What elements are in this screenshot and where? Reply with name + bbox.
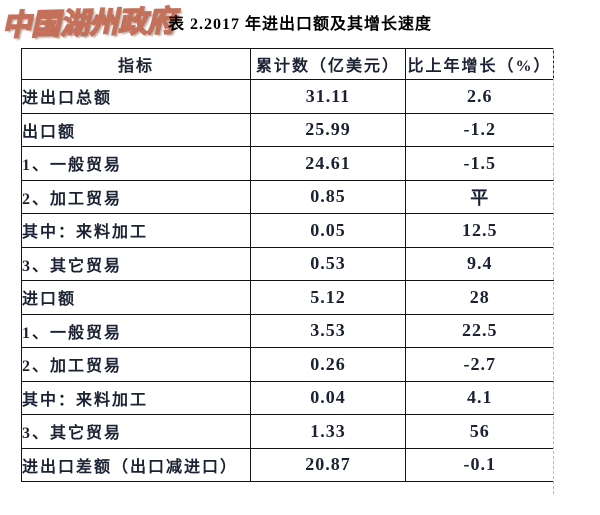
table-row: 进口额 5.12 28 [21,280,554,315]
header-row: 指标 累计数（亿美元） 比上年增长（%） [21,48,554,80]
indicator-cell: 2、加工贸易 [21,179,251,214]
page-title: 表 2.2017 年进出口额及其增长速度 [167,16,432,33]
cumulative-value-cell: 20.87 [250,447,406,482]
growth-value-cell: -1.5 [405,146,554,181]
table-row: 其中：来料加工 0.05 12.5 [21,213,554,248]
growth-value-cell: 56 [405,414,554,449]
indicator-cell: 其中：来料加工 [21,213,251,248]
growth-value-cell: 22.5 [405,313,554,348]
indicator-cell: 3、其它贸易 [21,246,251,281]
page-break-dashed-line [553,48,554,494]
cumulative-value-cell: 1.33 [250,414,406,449]
cumulative-value-cell: 5.12 [250,280,406,315]
table-row: 其中：来料加工 0.04 4.1 [21,380,554,415]
cumulative-value-cell: 3.53 [250,313,406,348]
cumulative-value-cell: 0.05 [250,213,406,248]
growth-value-cell: 28 [405,280,554,315]
cumulative-value-cell: 31.11 [250,79,406,114]
growth-value-cell: 平 [405,179,554,214]
cumulative-value-cell: 0.53 [250,246,406,281]
indicator-cell: 1、一般贸易 [21,313,251,348]
table-row: 1、一般贸易 3.53 22.5 [21,313,554,348]
table-row: 3、其它贸易 0.53 9.4 [21,246,554,281]
cumulative-value-cell: 25.99 [250,112,406,147]
cumulative-value-cell: 0.04 [250,380,406,415]
growth-value-cell: 9.4 [405,246,554,281]
growth-value-cell: -1.2 [405,112,554,147]
indicator-cell: 进出口差额（出口减进口） [21,447,251,482]
growth-value-cell: 4.1 [405,380,554,415]
table-body: 进出口总额 31.11 2.6 出口额 25.99 -1.2 1、一般贸易 24.61 -1.5… [21,79,554,482]
table-row: 2、加工贸易 0.85 平 [21,179,554,214]
growth-value-cell: 12.5 [405,213,554,248]
indicator-cell: 其中：来料加工 [21,380,251,415]
import-export-table: 指标 累计数（亿美元） 比上年增长（%） 进出口总额 31.11 2.6 出口额 25.… [21,48,554,482]
col-header-growth: 比上年增长（%） [405,48,554,80]
indicator-cell: 出口额 [21,112,251,147]
cumulative-value-cell: 0.26 [250,347,406,382]
growth-value-cell: -0.1 [405,447,554,482]
table-row: 2、加工贸易 0.26 -2.7 [21,347,554,382]
table-row: 3、其它贸易 1.33 56 [21,414,554,449]
indicator-cell: 1、一般贸易 [21,146,251,181]
indicator-cell: 进出口总额 [21,79,251,114]
indicator-cell: 进口额 [21,280,251,315]
indicator-cell: 3、其它贸易 [21,414,251,449]
indicator-cell: 2、加工贸易 [21,347,251,382]
growth-value-cell: -2.7 [405,347,554,382]
table-row: 1、一般贸易 24.61 -1.5 [21,146,554,181]
table-row: 进出口差额（出口减进口） 20.87 -0.1 [21,447,554,482]
cumulative-value-cell: 0.85 [250,179,406,214]
col-header-cumulative: 累计数（亿美元） [250,48,406,80]
col-header-indicator: 指标 [21,48,251,80]
table-header: 指标 累计数（亿美元） 比上年增长（%） [21,48,554,80]
growth-value-cell: 2.6 [405,79,554,114]
cumulative-value-cell: 24.61 [250,146,406,181]
table-row: 进出口总额 31.11 2.6 [21,79,554,114]
table-row: 出口额 25.99 -1.2 [21,112,554,147]
